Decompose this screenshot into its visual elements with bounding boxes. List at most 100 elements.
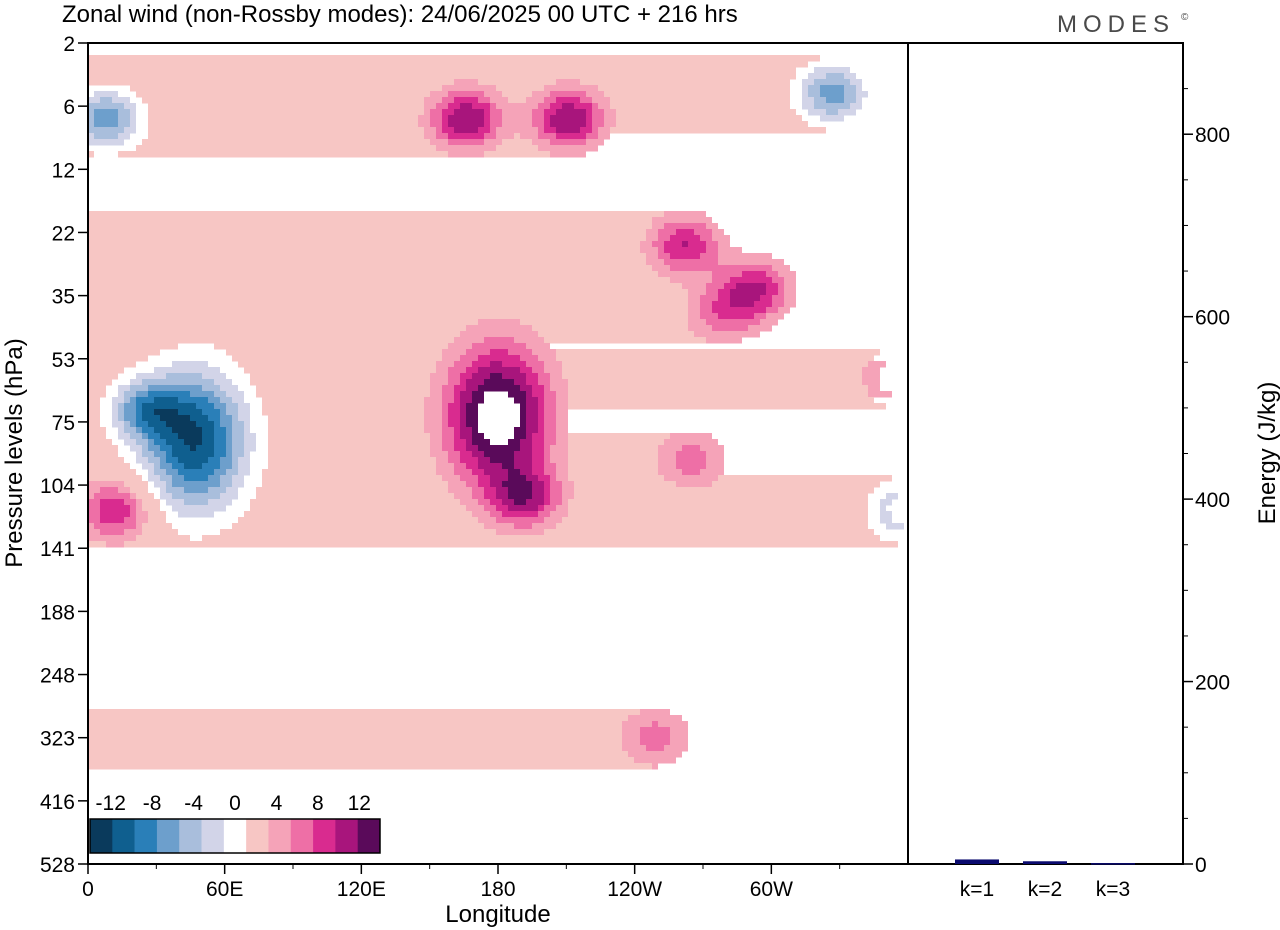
contour-cell (532, 445, 544, 452)
contour-cell (418, 121, 430, 128)
contour-cell (616, 121, 808, 128)
contour-cell (646, 235, 658, 242)
contour-cell (232, 421, 244, 428)
contour-cell (454, 337, 484, 344)
contour-cell (124, 415, 136, 422)
contour-cell (532, 139, 550, 146)
contour-cell (856, 97, 862, 104)
contour-cell (154, 397, 178, 404)
contour-cell (244, 445, 256, 452)
contour-cell (718, 475, 892, 482)
contour-cell (118, 415, 124, 422)
contour-cell (100, 517, 124, 524)
contour-cell (700, 307, 712, 314)
contour-cell (532, 481, 544, 488)
contour-cell (442, 97, 454, 104)
contour-cell (502, 121, 532, 128)
contour-cell (538, 127, 544, 134)
contour-cell (670, 733, 688, 740)
contour-cell (700, 301, 712, 308)
y-tick-label: 188 (40, 601, 75, 624)
contour-cell (430, 433, 442, 440)
contour-cell (778, 283, 784, 290)
contour-cell (718, 241, 730, 248)
contour-cell (520, 421, 526, 428)
contour-cell (556, 469, 568, 476)
contour-cell (466, 463, 478, 470)
contour-cell (544, 403, 556, 410)
contour-cell (160, 493, 172, 500)
contour-cell (88, 73, 796, 80)
contour-cell (544, 463, 556, 470)
contour-cell (544, 109, 556, 116)
contour-cell (172, 427, 202, 434)
contour-cell (664, 439, 718, 446)
contour-cell (88, 505, 100, 512)
contour-cell (754, 301, 772, 308)
contour-cell (676, 229, 694, 236)
contour-cell (544, 505, 556, 512)
contour-cell (238, 361, 436, 368)
contour-cell (442, 445, 454, 452)
contour-cell (532, 469, 544, 476)
contour-cell (130, 109, 136, 116)
contour-cell (460, 373, 472, 380)
contour-cell (160, 487, 166, 494)
y-tick-label: 141 (40, 538, 75, 561)
contour-cell (514, 133, 520, 140)
contour-cell (658, 247, 664, 254)
energy-bars: k=1 k=2 k=3 (955, 859, 1135, 901)
contour-cell (526, 427, 538, 434)
contour-cell (136, 517, 148, 524)
contour-cell (562, 367, 862, 374)
contour-cell (556, 505, 568, 512)
contour-cell (88, 337, 454, 344)
contour-cell (178, 409, 202, 416)
x-axis-label: Longitude (445, 901, 550, 928)
contour-cell (586, 121, 592, 128)
contour-cell (550, 379, 568, 386)
contour-cell (268, 427, 424, 434)
contour-cell (484, 523, 514, 530)
contour-cell (658, 271, 712, 278)
contour-cell (88, 241, 640, 248)
contour-cell (172, 481, 220, 488)
contour-cell (130, 487, 148, 494)
contour-cell (520, 469, 532, 476)
contour-cell (562, 103, 574, 110)
contour-cell (220, 463, 232, 470)
contour-cell (142, 451, 154, 458)
contour-cell (736, 283, 766, 290)
contour-cell (448, 415, 460, 422)
contour-cell (88, 367, 124, 374)
contour-cell (88, 67, 796, 74)
contour-cell (688, 325, 712, 332)
contour-cell (196, 403, 214, 410)
contour-cell (148, 457, 160, 464)
x-tick-label: 0 (82, 878, 94, 901)
contour-cell (454, 427, 460, 434)
contour-cell (760, 319, 778, 326)
contour-cell (556, 415, 568, 422)
contour-cell (550, 103, 562, 110)
contour-cell (568, 469, 658, 476)
contour-cell (88, 283, 682, 290)
contour-cell (598, 133, 610, 140)
contour-cell (442, 397, 454, 404)
contour-cell (250, 373, 430, 380)
contour-cell (244, 439, 256, 446)
contour-cell (886, 493, 898, 500)
contour-cell (118, 115, 130, 122)
contour-cell (526, 397, 538, 404)
contour-cell (484, 151, 550, 158)
contour-cell (700, 313, 718, 320)
contour-cell (250, 499, 460, 506)
contour-cell (232, 457, 238, 464)
contour-cell (88, 373, 118, 380)
colorbar-swatch (201, 819, 225, 853)
contour-cell (532, 523, 556, 530)
contour-cell (706, 283, 724, 290)
contour-cell (124, 409, 136, 416)
contour-cell (706, 457, 724, 464)
